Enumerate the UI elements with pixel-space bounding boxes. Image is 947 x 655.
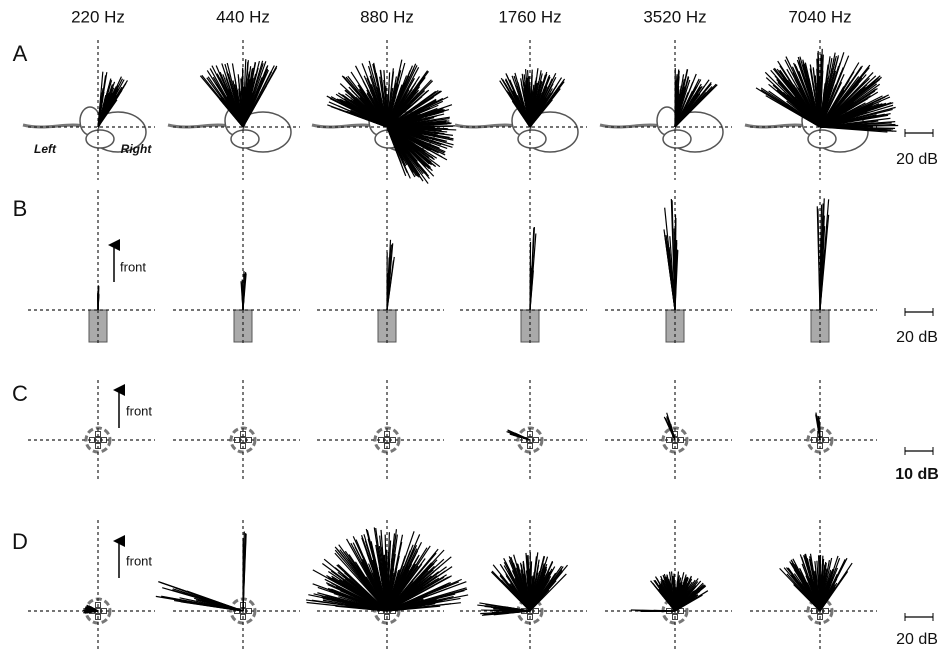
column-header: 3520 Hz — [643, 7, 706, 26]
cell — [28, 520, 155, 652]
mouse-ear — [518, 130, 546, 148]
row-label: B — [13, 196, 28, 221]
speaker-box — [378, 310, 396, 342]
front-label: front — [126, 553, 152, 568]
cell — [605, 380, 732, 482]
spike — [98, 295, 99, 310]
scale-label: 20 dB — [896, 151, 938, 168]
spike — [386, 550, 387, 611]
cell — [750, 520, 877, 652]
speaker-box — [234, 310, 252, 342]
figure: 220 Hz 440 Hz 880 Hz 1760 Hz 3520 Hz 7040 Hz A… — [0, 0, 947, 655]
front-label: front — [120, 259, 146, 274]
cell — [460, 520, 587, 652]
cell — [455, 40, 587, 180]
cell — [173, 380, 300, 482]
cell — [605, 520, 732, 652]
cell — [156, 520, 300, 652]
column-header: 1760 Hz — [498, 7, 561, 26]
cell — [173, 190, 300, 345]
column-header: 7040 Hz — [788, 7, 851, 26]
row-label: A — [13, 41, 28, 66]
cell — [600, 40, 732, 180]
row-label: D — [12, 529, 28, 554]
cell — [168, 40, 300, 180]
scale-label: 10 dB — [895, 466, 939, 483]
column-header: 220 Hz — [71, 7, 125, 26]
spike — [820, 240, 821, 310]
cell — [750, 380, 877, 482]
speaker-box — [521, 310, 539, 342]
cell — [317, 190, 444, 345]
cell — [312, 40, 456, 184]
left-label: Left — [34, 142, 57, 156]
cell — [745, 40, 898, 180]
scale-label: 20 dB — [896, 631, 938, 648]
cell — [605, 190, 732, 345]
mouse-ear — [663, 130, 691, 148]
column-header: 880 Hz — [360, 7, 414, 26]
right-label: Right — [121, 142, 153, 156]
column-header: 440 Hz — [216, 7, 270, 26]
cell — [317, 380, 444, 482]
speaker-box — [811, 310, 829, 342]
front-label: front — [126, 403, 152, 418]
row-label: C — [12, 381, 28, 406]
speaker-box — [89, 310, 107, 342]
cell — [750, 190, 877, 345]
speaker-box — [666, 310, 684, 342]
mouse-ear — [808, 130, 836, 148]
mouse-ear — [86, 130, 114, 148]
cell — [460, 190, 587, 345]
mouse-ear — [231, 130, 259, 148]
cell — [23, 40, 155, 180]
cell — [306, 520, 468, 652]
scale-label: 20 dB — [896, 329, 938, 346]
cell — [460, 380, 587, 482]
cell — [28, 380, 155, 482]
